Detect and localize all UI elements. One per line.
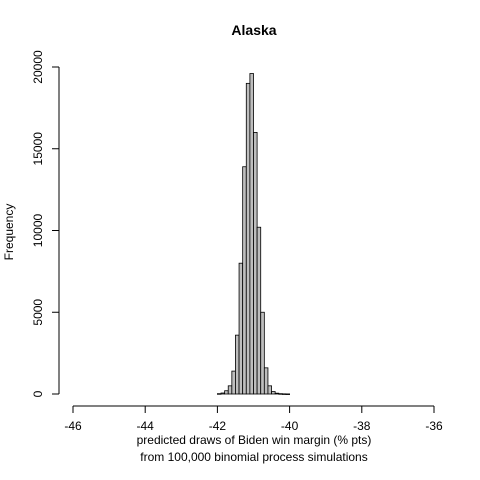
histogram-bar [274,392,280,395]
x-tick-label: -36 [425,419,443,433]
y-tick-label: 0 [31,390,45,397]
histogram-bar [245,82,251,395]
y-tick-label: 10000 [31,213,45,247]
x-tick-label: -46 [64,419,82,433]
histogram-bar [285,393,290,395]
histogram-bar [260,311,265,395]
histogram-bar [242,166,247,395]
y-axis-ticks: 0 5000 10000 15000 20000 [31,50,59,397]
x-axis-ticks: -46 -44 -42 -40 -38 -36 [64,406,443,433]
histogram-bar [216,393,222,395]
x-tick-label: -38 [353,419,371,433]
histogram-bars [216,73,290,395]
histogram-bar [249,73,254,395]
histogram-bar [267,385,272,395]
y-axis-label: Frequency [2,204,16,261]
x-axis: -46 -44 -42 -40 -38 -36 [64,405,443,433]
histogram-bar [231,370,236,395]
x-tick-label: -40 [281,419,299,433]
histogram-bar [224,390,229,395]
histogram-bar [281,393,287,395]
y-tick-label: 5000 [31,299,45,326]
y-tick-label: 20000 [31,50,45,84]
histogram-bar [253,131,258,395]
y-tick-label: 15000 [31,132,45,166]
histogram-bar [220,392,226,395]
x-tick-label: -44 [137,419,155,433]
histogram-bar [256,226,262,395]
histogram-bar [227,385,233,395]
histogram-bar [278,393,283,395]
histogram-bar [235,334,240,395]
histogram-bar [271,391,276,395]
x-axis-label-line1: predicted draws of Biden win margin (% p… [137,433,372,447]
x-tick-label: -42 [209,419,227,433]
y-axis: 0 5000 10000 15000 20000 [31,50,60,397]
x-axis-label-line2: from 100,000 binomial process simulation… [140,450,367,464]
histogram-bar [263,367,269,395]
histogram-bar [238,262,244,395]
chart-title: Alaska [231,22,276,38]
